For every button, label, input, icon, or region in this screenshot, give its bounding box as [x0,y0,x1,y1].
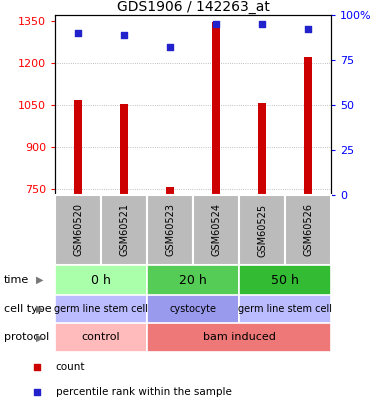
Point [167,44,173,51]
Text: bam induced: bam induced [203,333,275,343]
Text: control: control [82,333,120,343]
Text: 20 h: 20 h [179,273,207,286]
Bar [147,195,193,265]
Bar [55,295,147,323]
Text: cell type: cell type [4,304,51,314]
Text: 0 h: 0 h [91,273,111,286]
Text: GSM60525: GSM60525 [257,203,267,256]
Text: ▶: ▶ [36,304,44,314]
Bar [120,104,128,195]
Point [213,21,219,27]
Text: percentile rank within the sample: percentile rank within the sample [56,387,232,397]
Title: GDS1906 / 142263_at: GDS1906 / 142263_at [116,0,269,14]
Bar [55,195,101,265]
Point [305,26,311,33]
Text: ▶: ▶ [36,333,44,343]
Bar [239,195,285,265]
Bar [147,323,331,352]
Text: germ line stem cell: germ line stem cell [54,304,148,314]
Bar [239,295,331,323]
Bar [166,187,174,195]
Bar [258,103,266,195]
Point [75,30,81,36]
Text: GSM60521: GSM60521 [119,203,129,256]
Point [34,364,40,370]
Bar [304,57,312,195]
Bar [101,195,147,265]
Text: protocol: protocol [4,333,49,343]
Bar [193,195,239,265]
Bar [285,195,331,265]
Bar [147,295,239,323]
Text: 50 h: 50 h [271,273,299,286]
Text: GSM60524: GSM60524 [211,203,221,256]
Bar [239,265,331,295]
Bar [147,265,239,295]
Text: GSM60523: GSM60523 [165,203,175,256]
Text: GSM60526: GSM60526 [303,203,313,256]
Bar [74,100,82,195]
Text: time: time [4,275,29,285]
Point [121,32,127,38]
Text: GSM60520: GSM60520 [73,203,83,256]
Text: ▶: ▶ [36,275,44,285]
Text: count: count [56,362,85,372]
Text: cystocyte: cystocyte [170,304,217,314]
Bar [55,323,147,352]
Point [259,21,265,27]
Text: germ line stem cell: germ line stem cell [238,304,332,314]
Point [34,389,40,396]
Bar [55,265,147,295]
Bar [212,22,220,195]
